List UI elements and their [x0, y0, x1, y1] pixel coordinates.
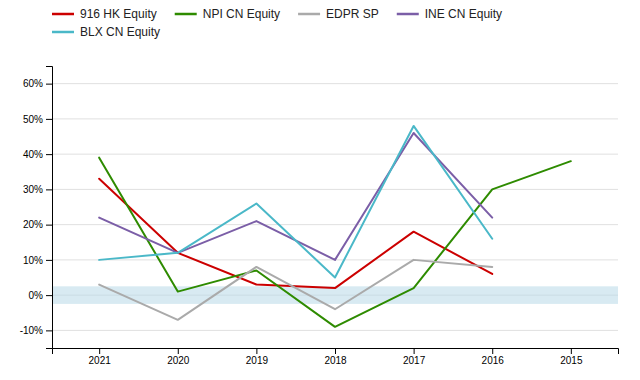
x-tick: 2015 — [560, 348, 583, 366]
legend-label: EDPR SP — [326, 7, 379, 21]
grid-line — [52, 189, 618, 190]
x-tick-label: 2017 — [403, 355, 426, 366]
chart-container: 2021 2020 2019 2018 2017 2016 2015 -10% 0% 10% 20%… — [0, 0, 640, 380]
x-tick-label: 2019 — [246, 355, 269, 366]
x-tick-label: 2016 — [482, 355, 505, 366]
grid-line — [52, 224, 618, 225]
y-tick-label: 0% — [29, 290, 44, 301]
series-line — [99, 179, 492, 288]
y-tick: 30% — [23, 184, 52, 195]
series-line — [99, 260, 492, 320]
legend-item: NPI CN Equity — [175, 7, 280, 21]
y-tick-mark — [46, 295, 52, 296]
legend-swatch — [52, 31, 74, 34]
x-axis: 2021 2020 2019 2018 2017 2016 2015 — [53, 348, 619, 366]
grid-line — [52, 118, 618, 119]
legend-item: EDPR SP — [298, 7, 379, 21]
grid-line — [52, 330, 618, 331]
x-tick: 2021 — [89, 348, 112, 366]
x-tick-label: 2021 — [89, 355, 112, 366]
y-tick-label: 30% — [23, 184, 43, 195]
legend-label: NPI CN Equity — [203, 7, 280, 21]
y-tick-mark — [46, 225, 52, 226]
x-tick-mark — [492, 348, 493, 354]
y-tick-mark — [46, 189, 52, 190]
series-line — [99, 126, 492, 278]
legend-item: BLX CN Equity — [52, 25, 160, 39]
y-tick-label: 10% — [23, 255, 43, 266]
y-tick: 40% — [23, 149, 52, 160]
x-tick-label: 2015 — [560, 355, 583, 366]
legend-label: 916 HK Equity — [80, 7, 157, 21]
legend-label: INE CN Equity — [425, 7, 502, 21]
legend-swatch — [175, 13, 197, 16]
y-tick-label: 40% — [23, 149, 43, 160]
legend-swatch — [298, 13, 320, 16]
y-tick-label: 50% — [23, 114, 43, 125]
x-tick-mark — [414, 348, 415, 354]
x-tick: 2018 — [324, 348, 347, 366]
y-tick: 50% — [23, 114, 52, 125]
x-tick-label: 2020 — [167, 355, 190, 366]
legend-item: 916 HK Equity — [52, 7, 157, 21]
grid-line — [52, 154, 618, 155]
grid — [52, 84, 618, 331]
plot-area — [52, 126, 618, 327]
x-tick-mark — [178, 348, 179, 354]
y-axis-line — [46, 67, 53, 349]
x-tick-mark — [571, 348, 572, 354]
legend-swatch — [397, 13, 419, 16]
y-tick-mark — [46, 260, 52, 261]
legend-item: INE CN Equity — [397, 7, 502, 21]
y-tick-mark — [46, 330, 52, 331]
x-tick: 2017 — [403, 348, 426, 366]
x-axis-line — [53, 349, 619, 355]
y-tick-mark — [46, 154, 52, 155]
x-tick-mark — [99, 348, 100, 354]
y-tick-label: 20% — [23, 219, 43, 230]
y-tick-mark — [46, 119, 52, 120]
y-tick-label: 60% — [23, 78, 43, 89]
y-tick: -10% — [20, 325, 52, 336]
y-tick: 10% — [23, 255, 52, 266]
y-tick: 0% — [29, 290, 52, 301]
y-axis: -10% 0% 10% 20% 30% 40% 50% 60% — [20, 67, 53, 349]
x-tick: 2016 — [482, 348, 505, 366]
chart: 2021 2020 2019 2018 2017 2016 2015 -10% 0% 10% 20%… — [0, 0, 640, 380]
x-tick-mark — [256, 348, 257, 354]
x-tick: 2020 — [167, 348, 190, 366]
legend-label: BLX CN Equity — [80, 25, 160, 39]
x-tick: 2019 — [246, 348, 269, 366]
x-tick-label: 2018 — [324, 355, 347, 366]
y-tick: 60% — [23, 78, 52, 89]
grid-line — [52, 83, 618, 84]
x-tick-mark — [335, 348, 336, 354]
y-tick-label: -10% — [20, 325, 43, 336]
legend-swatch — [52, 13, 74, 16]
series-line — [99, 158, 571, 327]
y-tick-mark — [46, 84, 52, 85]
legend: 916 HK Equity NPI CN Equity EDPR SP INE CN … — [52, 7, 502, 39]
y-tick: 20% — [23, 219, 52, 230]
